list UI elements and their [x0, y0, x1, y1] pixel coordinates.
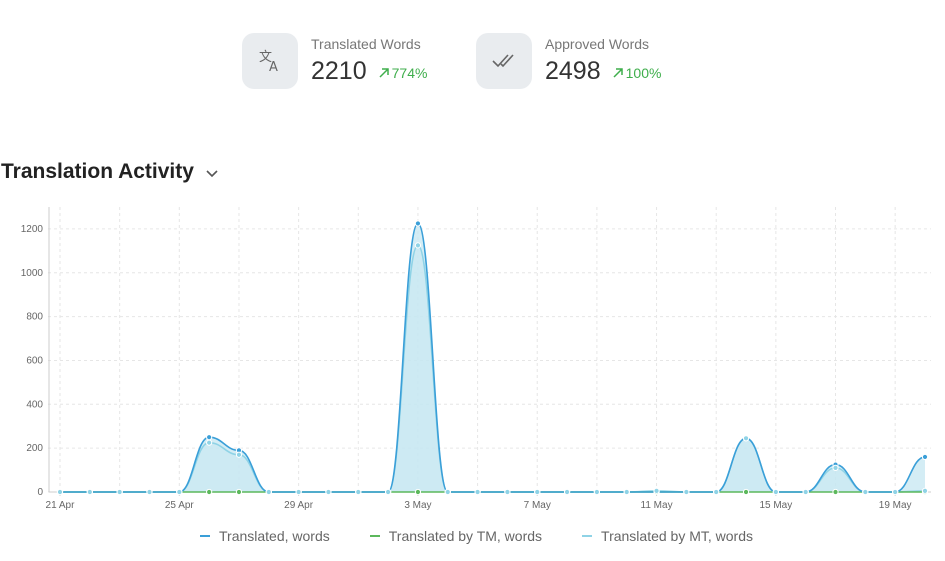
y-tick-label: 200	[26, 443, 43, 454]
series-mt-point	[624, 489, 629, 494]
series-mt-point	[117, 489, 122, 494]
series-mt-point	[773, 489, 778, 494]
y-tick-label: 800	[26, 312, 43, 323]
x-tick-label: 19 May	[879, 500, 912, 511]
svg-text:A: A	[269, 60, 278, 74]
series-mt-point	[87, 489, 92, 494]
double-check-icon	[476, 33, 532, 89]
x-tick-label: 21 Apr	[46, 500, 76, 511]
series-mt-point	[386, 489, 391, 494]
legend-swatch	[200, 535, 210, 537]
series-mt-point	[326, 489, 331, 494]
chart-legend: Translated, words Translated by TM, word…	[200, 528, 793, 544]
series-mt-area	[60, 245, 925, 492]
arrow-up-right-icon	[612, 67, 624, 79]
series-mt-point	[863, 489, 868, 494]
series-mt-point	[833, 465, 838, 470]
stat-value: 2498	[545, 56, 601, 86]
stat-label: Translated Words	[311, 36, 427, 52]
series-mt-point	[445, 489, 450, 494]
series-mt-point	[893, 489, 898, 494]
stat-change-value: 774%	[392, 65, 428, 81]
series-mt-point	[743, 436, 748, 441]
legend-item-translated[interactable]: Translated, words	[200, 528, 330, 544]
stat-value: 2210	[311, 56, 367, 86]
activity-chart: 0 200 400 600 800 1000 1200 21 Apr 25 Apr 29 Apr 3…	[0, 195, 945, 520]
series-tm-point	[415, 489, 420, 494]
legend-label: Translated by MT, words	[601, 528, 753, 544]
series-mt-point	[714, 489, 719, 494]
series-mt-point	[564, 489, 569, 494]
series-tm-point	[743, 489, 748, 494]
legend-item-tm[interactable]: Translated by TM, words	[370, 528, 542, 544]
series-mt-point	[356, 489, 361, 494]
series-mt-point	[505, 489, 510, 494]
y-tick-label: 1000	[21, 268, 44, 279]
arrow-up-right-icon	[378, 67, 390, 79]
series-mt-point	[535, 489, 540, 494]
series-mt-point	[57, 489, 62, 494]
series-translated-point	[207, 435, 212, 440]
stat-change: 774%	[378, 65, 428, 81]
series-translated-line	[60, 223, 925, 492]
series-mt-point	[594, 489, 599, 494]
series-mt-point	[177, 489, 182, 494]
stat-change: 100%	[612, 65, 662, 81]
translate-icon: 文 A	[242, 33, 298, 89]
series-mt-point	[147, 489, 152, 494]
legend-label: Translated, words	[219, 528, 330, 544]
y-tick-label: 400	[26, 399, 43, 410]
y-tick-label: 1200	[21, 224, 44, 235]
series-tm-point	[207, 489, 212, 494]
x-tick-label: 29 Apr	[284, 500, 314, 511]
series-mt-point	[207, 440, 212, 445]
series-translated-point	[922, 454, 927, 459]
stat-translated-words: 文 A Translated Words 2210 774%	[242, 33, 427, 89]
x-tick-label: 3 May	[404, 500, 431, 511]
x-tick-label: 15 May	[759, 500, 792, 511]
series-mt-point	[266, 489, 271, 494]
legend-swatch	[582, 535, 592, 537]
x-tick-label: 25 Apr	[165, 500, 195, 511]
legend-item-mt[interactable]: Translated by MT, words	[582, 528, 753, 544]
section-title: Translation Activity	[1, 160, 194, 184]
legend-label: Translated by TM, words	[389, 528, 542, 544]
stat-approved-words: Approved Words 2498 100%	[476, 33, 661, 89]
series-tm-point	[236, 489, 241, 494]
chevron-down-icon	[206, 170, 218, 178]
series-mt-line	[60, 245, 925, 492]
series-mt-point	[415, 243, 420, 248]
series-translated-point	[415, 221, 420, 226]
series-mt-point	[654, 488, 659, 493]
legend-swatch	[370, 535, 380, 537]
series-mt-point	[922, 488, 927, 493]
stat-label: Approved Words	[545, 36, 661, 52]
series-mt-point	[684, 489, 689, 494]
y-tick-label: 600	[26, 355, 43, 366]
series-mt-point	[236, 452, 241, 457]
series-mt-point	[803, 489, 808, 494]
series-translated-area	[60, 223, 925, 492]
series-mt-point	[296, 489, 301, 494]
stat-change-value: 100%	[626, 65, 662, 81]
x-tick-label: 7 May	[524, 500, 551, 511]
series-tm-point	[833, 489, 838, 494]
y-tick-label: 0	[37, 487, 43, 498]
x-tick-label: 11 May	[641, 500, 673, 511]
series-mt-point	[475, 489, 480, 494]
section-title-dropdown[interactable]: Translation Activity	[1, 160, 218, 184]
